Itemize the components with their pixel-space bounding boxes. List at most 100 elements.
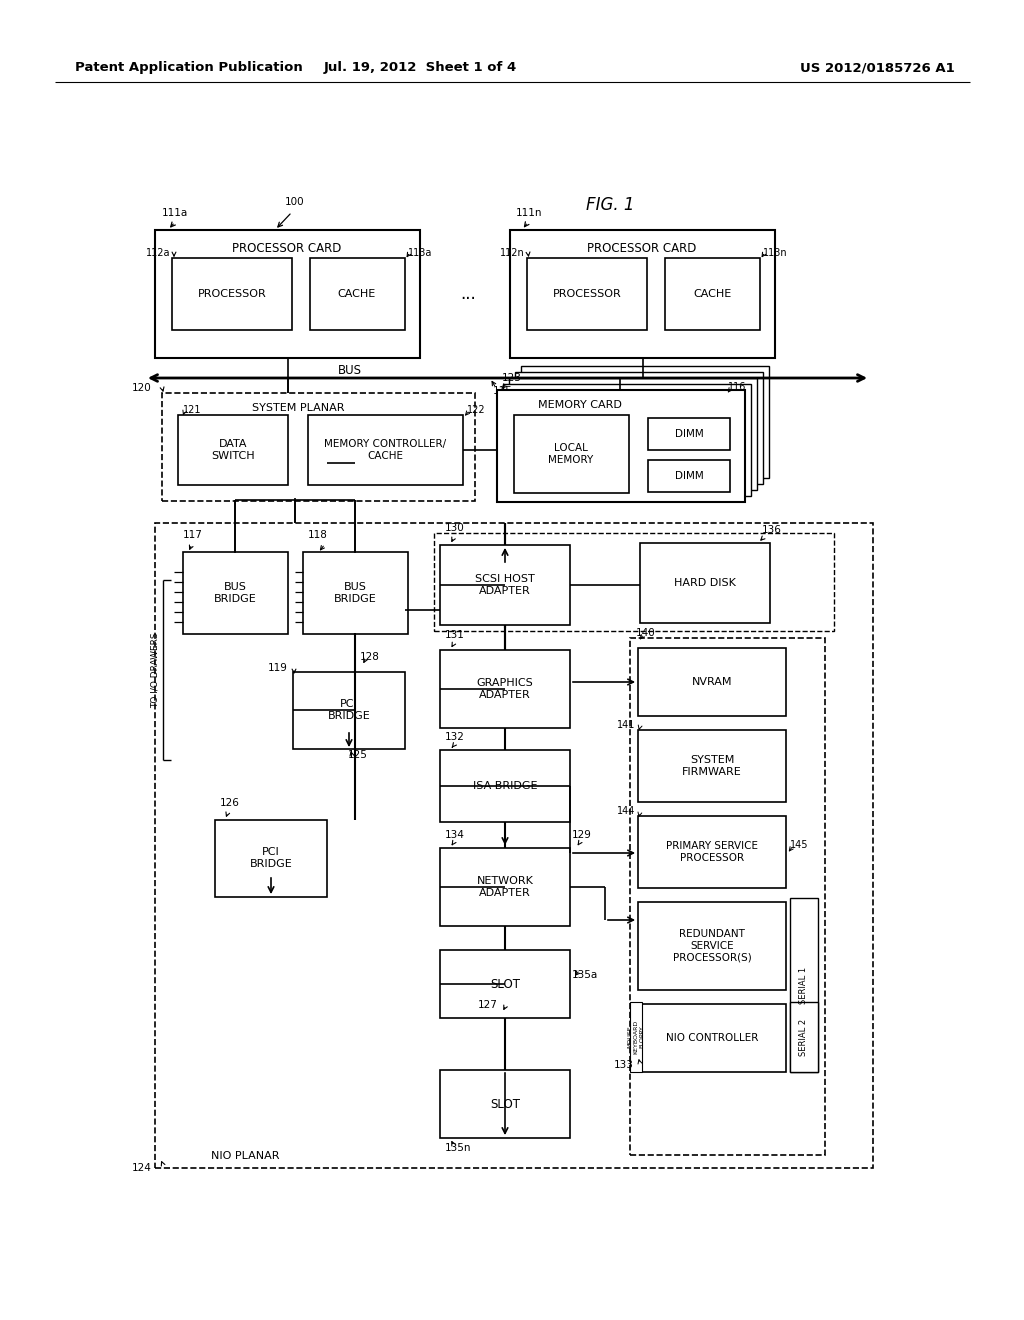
Text: 124: 124: [132, 1163, 152, 1173]
Bar: [310, 257, 406, 330]
Text: 133: 133: [614, 1060, 634, 1071]
Text: 125: 125: [348, 750, 368, 760]
Text: NVRAM: NVRAM: [692, 677, 732, 686]
Text: .: .: [503, 1035, 507, 1049]
Text: PCI
BRIDGE: PCI BRIDGE: [328, 700, 371, 721]
Text: PROCESSOR: PROCESSOR: [553, 289, 622, 300]
Text: DIMM: DIMM: [675, 471, 703, 480]
Text: 129: 129: [572, 830, 592, 840]
Bar: [434, 533, 834, 631]
Text: 113n: 113n: [763, 248, 787, 257]
Text: SLOT: SLOT: [490, 1097, 520, 1110]
Text: NIO CONTROLLER: NIO CONTROLLER: [666, 1034, 758, 1043]
Bar: [162, 393, 475, 502]
Bar: [440, 847, 570, 927]
Text: US 2012/0185726 A1: US 2012/0185726 A1: [800, 62, 955, 74]
Text: 141: 141: [616, 719, 635, 730]
Text: .: .: [503, 1045, 507, 1059]
Text: DATA
SWITCH: DATA SWITCH: [211, 440, 255, 461]
Bar: [183, 552, 288, 634]
Text: GRAPHICS
ADAPTER: GRAPHICS ADAPTER: [476, 678, 534, 700]
Bar: [172, 257, 292, 330]
Text: PROCESSOR CARD: PROCESSOR CARD: [588, 242, 696, 255]
Text: TO I/O DRAWERS: TO I/O DRAWERS: [151, 632, 160, 708]
Bar: [638, 816, 786, 888]
Text: 121: 121: [183, 405, 202, 414]
Bar: [440, 950, 570, 1018]
Text: SERIAL 1: SERIAL 1: [800, 966, 809, 1003]
Bar: [790, 898, 818, 1072]
Text: 127: 127: [478, 1001, 498, 1010]
Bar: [648, 459, 730, 492]
Text: LOCAL
MEMORY: LOCAL MEMORY: [549, 444, 594, 465]
Text: ...: ...: [460, 285, 476, 304]
Bar: [521, 366, 769, 478]
Text: 140: 140: [636, 628, 655, 638]
Text: CACHE: CACHE: [338, 289, 376, 300]
Text: SYSTEM
FIRMWARE: SYSTEM FIRMWARE: [682, 755, 741, 776]
Text: HARD DISK: HARD DISK: [674, 578, 736, 587]
Text: SYSTEM PLANAR: SYSTEM PLANAR: [252, 403, 344, 413]
Bar: [155, 230, 420, 358]
Text: 112n: 112n: [501, 248, 525, 257]
Text: 111n: 111n: [516, 209, 543, 218]
Bar: [178, 414, 288, 484]
Text: Jul. 19, 2012  Sheet 1 of 4: Jul. 19, 2012 Sheet 1 of 4: [324, 62, 517, 74]
Bar: [440, 1071, 570, 1138]
Text: 115: 115: [493, 385, 513, 396]
Text: 122: 122: [467, 405, 485, 414]
Text: 126: 126: [220, 799, 240, 808]
Text: 116: 116: [728, 381, 746, 392]
Text: FIG. 1: FIG. 1: [586, 195, 634, 214]
Bar: [303, 552, 408, 634]
Bar: [665, 257, 760, 330]
Text: 123: 123: [502, 374, 522, 383]
Text: Patent Application Publication: Patent Application Publication: [75, 62, 303, 74]
Bar: [440, 750, 570, 822]
Text: 144: 144: [616, 807, 635, 816]
Bar: [215, 820, 327, 898]
Text: 131: 131: [445, 630, 465, 640]
Text: 134: 134: [445, 830, 465, 840]
Text: PCI
BRIDGE: PCI BRIDGE: [250, 847, 293, 869]
Bar: [630, 1002, 642, 1072]
Text: ISA BRIDGE: ISA BRIDGE: [473, 781, 538, 791]
Bar: [497, 389, 745, 502]
Bar: [293, 672, 406, 748]
Bar: [527, 257, 647, 330]
Bar: [515, 372, 763, 484]
Bar: [648, 418, 730, 450]
Bar: [640, 543, 770, 623]
Text: SCSI HOST
ADAPTER: SCSI HOST ADAPTER: [475, 574, 535, 595]
Bar: [638, 648, 786, 715]
Text: MOUSE
KEYBOARD
FLOPPY: MOUSE KEYBOARD FLOPPY: [628, 1020, 644, 1055]
Bar: [638, 1005, 786, 1072]
Text: DIMM: DIMM: [675, 429, 703, 440]
Bar: [510, 230, 775, 358]
Text: 100: 100: [285, 197, 304, 207]
Text: MEMORY CONTROLLER/
CACHE: MEMORY CONTROLLER/ CACHE: [324, 440, 446, 461]
Bar: [503, 384, 751, 496]
Bar: [308, 414, 463, 484]
Text: NIO PLANAR: NIO PLANAR: [211, 1151, 280, 1162]
Text: 120: 120: [132, 383, 152, 393]
Text: 135a: 135a: [572, 970, 598, 979]
Text: .: .: [503, 1026, 507, 1039]
Text: PROCESSOR: PROCESSOR: [198, 289, 266, 300]
Text: REDUNDANT
SERVICE
PROCESSOR(S): REDUNDANT SERVICE PROCESSOR(S): [673, 929, 752, 962]
Text: SLOT: SLOT: [490, 978, 520, 990]
Text: 132: 132: [445, 733, 465, 742]
Text: 128: 128: [360, 652, 380, 663]
Bar: [630, 638, 825, 1155]
Text: MEMORY CARD: MEMORY CARD: [538, 400, 622, 411]
Bar: [638, 730, 786, 803]
Text: PROCESSOR CARD: PROCESSOR CARD: [232, 242, 342, 255]
Text: BUS
BRIDGE: BUS BRIDGE: [214, 582, 256, 603]
Text: PRIMARY SERVICE
PROCESSOR: PRIMARY SERVICE PROCESSOR: [666, 841, 758, 863]
Text: 111a: 111a: [162, 209, 188, 218]
Text: 130: 130: [445, 523, 465, 533]
Bar: [509, 378, 757, 490]
Text: 136: 136: [762, 525, 782, 535]
Bar: [514, 414, 629, 492]
Text: CACHE: CACHE: [693, 289, 731, 300]
